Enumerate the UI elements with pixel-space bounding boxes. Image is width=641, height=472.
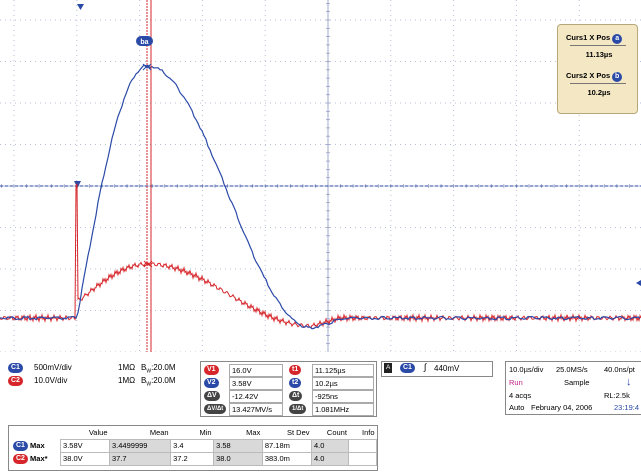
cursor-ch2-marker bbox=[143, 260, 153, 268]
acquisition-count: 4 acqs bbox=[509, 391, 532, 400]
meas-stdev: 87.18m bbox=[261, 439, 313, 453]
measurement-table[interactable]: Value Mean Min Max St Dev Count Info C1 … bbox=[8, 425, 378, 471]
header-min: Min bbox=[199, 428, 212, 437]
meas-min: 3.4 bbox=[170, 439, 215, 453]
display-background bbox=[0, 0, 641, 352]
v1-badge: V1 bbox=[204, 365, 219, 376]
t1-value: 11.125µs bbox=[312, 364, 374, 377]
meas-min: 37.2 bbox=[170, 452, 215, 466]
ch2-scale: 10.0V/div bbox=[34, 376, 68, 385]
cursor-b-icon: b bbox=[612, 72, 623, 82]
ch2-badge[interactable]: C2 bbox=[8, 375, 23, 386]
ch1-settings[interactable]: C1 500mV/div 1MΩ BW:20.0M bbox=[8, 361, 188, 375]
meas-ch2-badge: C2 bbox=[13, 454, 28, 465]
measurement-row[interactable]: C1 Max 3.58V 3.4499999 3.4 3.58 87.18m 4… bbox=[11, 439, 377, 453]
t1-badge: t1 bbox=[289, 365, 302, 376]
ch1-badge[interactable]: C1 bbox=[8, 362, 23, 373]
cursor-a-icon: a bbox=[612, 34, 623, 44]
trigger-readout[interactable]: A C1 ∫ 440mV bbox=[381, 361, 493, 377]
meas-stdev: 383.0m bbox=[261, 452, 313, 466]
dv-value: -12.42V bbox=[229, 390, 283, 403]
channel-settings: C1 500mV/div 1MΩ BW:20.0M C2 10.0V/div 1… bbox=[8, 361, 188, 389]
acquisition-state[interactable]: Run bbox=[509, 378, 523, 387]
ch1-bandwidth: BW:20.0M bbox=[141, 363, 176, 375]
dt-value: -925ns bbox=[312, 390, 374, 403]
meas-name: Max bbox=[30, 441, 45, 450]
meas-value: 3.58V bbox=[60, 439, 110, 453]
cursor-readout-box[interactable]: Curs1 X Pos a 11.13µs Curs2 X Pos b 10.2µs bbox=[557, 24, 638, 114]
divider bbox=[570, 83, 626, 84]
header-mean: Mean bbox=[149, 428, 169, 437]
meas-max: 38.0 bbox=[213, 452, 263, 466]
meas-mean: 3.4499999 bbox=[108, 439, 172, 453]
trigger-mode-badge: A bbox=[384, 363, 393, 373]
meas-name: Max* bbox=[30, 454, 48, 463]
v2-value: 3.58V bbox=[229, 377, 283, 390]
meas-count: 4.0 bbox=[311, 439, 350, 453]
inv-dt-value: 1.081MHz bbox=[312, 403, 374, 416]
ch2-settings[interactable]: C2 10.0V/div 1MΩ BW:20.0M bbox=[8, 374, 188, 388]
ch1-offset-marker[interactable] bbox=[636, 280, 641, 286]
header-info: Info bbox=[361, 428, 375, 437]
time: 23:19:4 bbox=[614, 403, 640, 412]
meas-value: 38.0V bbox=[60, 452, 110, 466]
trigger-position-marker[interactable] bbox=[77, 4, 84, 10]
resolution: 40.0ns/pt bbox=[604, 365, 635, 374]
trigger-level: 440mV bbox=[434, 364, 460, 373]
trigger-mode: Auto bbox=[509, 403, 525, 412]
sample-rate: 25.0MS/s bbox=[556, 365, 588, 374]
v1-value: 16.0V bbox=[229, 364, 283, 377]
meas-mean: 37.7 bbox=[108, 452, 172, 466]
ch2-trace bbox=[0, 182, 641, 329]
horizontal-scale: 10.0µs/div bbox=[509, 365, 544, 374]
svg-text:ba: ba bbox=[140, 39, 148, 46]
cursor-ab-label: ba bbox=[136, 36, 153, 46]
timebase-readout[interactable]: 10.0µs/div 25.0MS/s 40.0ns/pt Run Sample… bbox=[505, 361, 641, 415]
cursor-readouts[interactable]: V1 16.0V V2 3.58V ΔV -12.42V ΔV/Δt 13.42… bbox=[200, 361, 377, 417]
t2-value: 10.2µs bbox=[312, 377, 374, 390]
waveform-display[interactable]: ba bbox=[0, 0, 641, 352]
header-max: Max bbox=[246, 428, 261, 437]
cursor-ch1-marker bbox=[142, 63, 152, 71]
dv-badge: ΔV bbox=[204, 391, 220, 402]
meas-info bbox=[348, 452, 377, 466]
trigger-source-badge: C1 bbox=[400, 363, 415, 373]
dt-badge: Δt bbox=[289, 391, 303, 402]
meas-info bbox=[348, 439, 377, 453]
dvdt-value: 13.427MV/s bbox=[229, 403, 283, 416]
readout-area: C1 500mV/div 1MΩ BW:20.0M C2 10.0V/div 1… bbox=[0, 355, 641, 472]
ch2-coupling: 1MΩ bbox=[118, 376, 136, 385]
header-value: Value bbox=[88, 428, 108, 437]
acquisition-mode: Sample bbox=[564, 378, 590, 387]
graticule bbox=[0, 0, 641, 352]
inv-dt-badge: 1/Δt bbox=[289, 404, 307, 415]
ch2-bandwidth: BW:20.0M bbox=[141, 376, 176, 388]
ch1-scale: 500mV/div bbox=[34, 363, 72, 372]
v2-badge: V2 bbox=[204, 378, 219, 389]
header-stdev: St Dev bbox=[287, 428, 310, 437]
ch1-coupling: 1MΩ bbox=[118, 363, 136, 372]
header-count: Count bbox=[326, 428, 347, 437]
meas-max: 3.58 bbox=[213, 439, 263, 453]
record-length: RL:2.5k bbox=[604, 391, 630, 400]
measurement-header-row: Value Mean Min Max St Dev Count Info bbox=[11, 427, 377, 440]
trigger-slope-icon: ∫ bbox=[424, 362, 427, 372]
meas-count: 4.0 bbox=[311, 452, 350, 466]
curs2-label: Curs2 X Pos bbox=[566, 71, 611, 80]
down-arrow-icon: ↓ bbox=[626, 376, 632, 388]
divider bbox=[570, 45, 626, 46]
curs1-label: Curs1 X Pos bbox=[566, 33, 611, 42]
date: February 04, 2006 bbox=[531, 403, 593, 412]
curs2-value: 10.2µs bbox=[587, 88, 611, 97]
meas-ch1-badge: C1 bbox=[13, 441, 28, 452]
curs1-value: 11.13µs bbox=[585, 50, 613, 59]
ch1-trace bbox=[0, 64, 641, 330]
t2-badge: t2 bbox=[289, 378, 302, 389]
measurement-row[interactable]: C2 Max* 38.0V 37.7 37.2 38.0 383.0m 4.0 bbox=[11, 452, 377, 466]
dvdt-badge: ΔV/Δt bbox=[204, 404, 227, 415]
